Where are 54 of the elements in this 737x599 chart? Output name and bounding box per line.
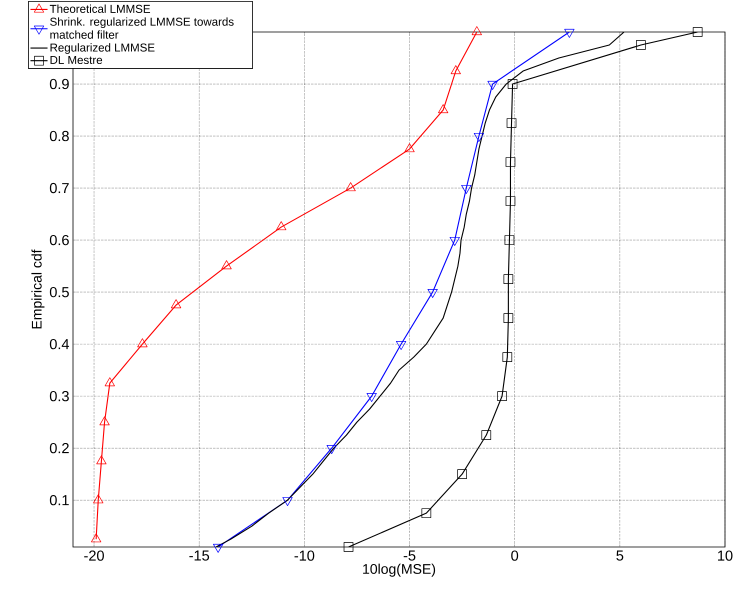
point: [91, 533, 102, 542]
point: [99, 416, 110, 426]
point: [692, 27, 703, 37]
legend-label: Shrink. regularized LMMSE towards matched filter: [50, 17, 234, 39]
point: [457, 469, 467, 480]
y-tick-label: 0.9: [50, 78, 69, 90]
x-tick-label: 5: [616, 550, 624, 561]
y-tick-label: 0.6: [50, 234, 69, 246]
point: [487, 80, 498, 90]
point: [506, 118, 516, 128]
point: [636, 40, 646, 50]
point: [344, 542, 354, 552]
point: [497, 391, 507, 401]
y-tick-label: 0.5: [50, 286, 69, 298]
y-tick-label: 0.2: [50, 443, 69, 454]
point: [502, 352, 512, 362]
point: [504, 235, 514, 245]
point: [450, 65, 461, 74]
x-tick-label: -20: [84, 550, 104, 561]
y-tick-label: 0.4: [50, 338, 70, 350]
legend-label: Regularized LMMSE: [50, 43, 155, 54]
y-tick-label: 0.1: [50, 495, 69, 506]
point: [474, 132, 484, 142]
point: [472, 26, 482, 36]
point: [276, 221, 286, 230]
x-tick-label: -5: [404, 550, 416, 561]
point: [504, 274, 514, 284]
point: [506, 196, 516, 206]
point: [221, 260, 232, 270]
point: [421, 508, 432, 518]
point: [346, 182, 356, 192]
point: [481, 430, 492, 440]
y-tick-label: 0.3: [50, 390, 69, 402]
legend-label: Theoretical LMMSE: [50, 4, 150, 13]
point: [564, 28, 574, 38]
point: [506, 157, 516, 167]
x-tick-label: 0: [511, 550, 518, 561]
point: [170, 299, 182, 308]
point: [93, 494, 104, 504]
point: [504, 313, 514, 323]
point: [96, 455, 107, 464]
x-tick-label: -15: [189, 550, 210, 561]
y-tick-label: 0.8: [50, 130, 69, 142]
point: [438, 104, 448, 114]
legend-label: DL Mestre: [50, 56, 102, 64]
point: [137, 338, 148, 348]
y-axis-title: Empirical cdf: [31, 249, 44, 328]
x-tick-label: 10: [718, 550, 732, 561]
x-axis-title: 10log(MSE): [363, 564, 436, 577]
point: [104, 377, 115, 386]
point: [508, 79, 518, 89]
x-tick-label: -10: [294, 550, 314, 561]
y-tick-label: 0.7: [50, 182, 69, 194]
point: [404, 143, 415, 152]
